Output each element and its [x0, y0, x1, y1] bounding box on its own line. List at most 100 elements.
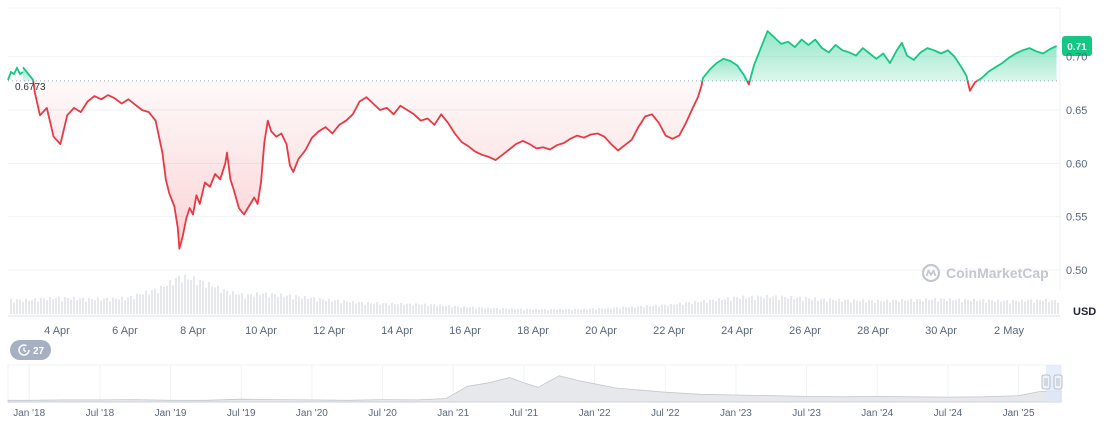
volume-bar: [169, 280, 171, 314]
volume-bar: [874, 302, 876, 314]
volume-bar: [109, 301, 111, 314]
volume-bar: [493, 308, 495, 314]
volume-bar: [1012, 300, 1014, 314]
history-badge[interactable]: 27: [10, 340, 51, 360]
volume-bar: [199, 279, 201, 314]
volume-bar: [886, 299, 888, 314]
line-segment-down: [32, 80, 704, 250]
volume-bar: [253, 296, 255, 314]
volume-bar: [460, 307, 462, 314]
volume-bar: [379, 304, 381, 314]
volume-bar: [772, 296, 774, 314]
volume-bar: [643, 307, 645, 314]
volume-bar: [754, 300, 756, 314]
volume-bar: [82, 297, 84, 314]
volume-bars: [10, 274, 1059, 314]
volume-bar: [922, 301, 924, 314]
navigator-handle[interactable]: [1041, 374, 1051, 390]
navigator[interactable]: [7, 364, 1063, 403]
watermark-text: CoinMarketCap: [946, 265, 1049, 281]
volume-bar: [106, 297, 108, 314]
volume-bar: [193, 276, 195, 314]
volume-bar: [607, 307, 609, 314]
volume-bar: [46, 300, 48, 314]
volume-bar: [259, 295, 261, 314]
volume-bar: [634, 307, 636, 314]
navigator-selection[interactable]: [1046, 365, 1061, 402]
volume-bar: [1036, 299, 1038, 314]
volume-bar: [1027, 300, 1029, 314]
volume-bar: [670, 303, 672, 314]
volume-bar: [88, 297, 90, 314]
volume-bar: [532, 309, 534, 314]
volume-bar: [553, 309, 555, 314]
volume-bar: [406, 303, 408, 314]
volume-bar: [757, 295, 759, 314]
volume-bar: [739, 298, 741, 314]
volume-bar: [880, 301, 882, 314]
volume-bar: [538, 309, 540, 314]
navigator-tick-label: Jul '18: [86, 408, 115, 419]
volume-bar: [271, 293, 273, 314]
volume-bar: [103, 298, 105, 314]
volume-bar: [691, 303, 693, 314]
volume-bar: [928, 300, 930, 314]
volume-bar: [901, 299, 903, 314]
volume-bar: [181, 282, 183, 314]
volume-bar: [580, 309, 582, 314]
volume-bar: [781, 295, 783, 314]
volume-bar: [943, 298, 945, 314]
volume-bar: [559, 308, 561, 314]
volume-bar: [1000, 301, 1002, 314]
volume-bar: [844, 299, 846, 314]
navigator-tick-label: Jul '24: [934, 408, 963, 419]
volume-bar: [130, 295, 132, 314]
volume-bar: [208, 281, 210, 314]
volume-bar: [613, 307, 615, 314]
x-tick-label: 18 Apr: [517, 325, 549, 337]
volume-bar: [409, 303, 411, 314]
volume-bar: [706, 302, 708, 314]
volume-bar: [277, 296, 279, 314]
volume-bar: [847, 299, 849, 314]
volume-bar: [625, 307, 627, 314]
volume-bar: [376, 302, 378, 314]
volume-bar: [1033, 302, 1035, 314]
volume-bar: [475, 308, 477, 314]
volume-bar: [64, 296, 66, 314]
x-tick-label: 2 May: [994, 325, 1024, 337]
volume-bar: [667, 306, 669, 314]
y-tick-label: 0.55: [1066, 212, 1087, 224]
volume-bar: [529, 309, 531, 314]
volume-bar: [973, 298, 975, 314]
volume-bar: [346, 301, 348, 314]
volume-bar: [958, 298, 960, 314]
volume-bar: [238, 294, 240, 314]
volume-bar: [817, 300, 819, 314]
area-above-baseline: [749, 31, 968, 81]
volume-bar: [952, 300, 954, 314]
volume-bar: [562, 309, 564, 314]
volume-bar: [241, 293, 243, 314]
volume-bar: [343, 300, 345, 314]
volume-bar: [187, 279, 189, 314]
y-tick-label: 0.65: [1066, 105, 1087, 117]
navigator-tick-label: Jan '22: [579, 408, 611, 419]
volume-bar: [862, 299, 864, 314]
volume-bar: [178, 275, 180, 314]
volume-bar: [1045, 298, 1047, 314]
volume-bar: [949, 298, 951, 314]
volume-bar: [265, 292, 267, 314]
navigator-handle-right[interactable]: [1053, 374, 1063, 390]
volume-bar: [940, 298, 942, 314]
y-axis: 0.70 0.65 0.60 0.55 0.50: [1066, 52, 1087, 277]
volume-bar: [466, 307, 468, 314]
volume-bar: [133, 298, 135, 314]
volume-bar: [115, 298, 117, 314]
volume-bar: [865, 302, 867, 314]
volume-bar: [31, 299, 33, 314]
volume-bar: [217, 285, 219, 314]
volume-bar: [454, 305, 456, 314]
volume-bar: [1030, 299, 1032, 314]
volume-bar: [913, 302, 915, 314]
